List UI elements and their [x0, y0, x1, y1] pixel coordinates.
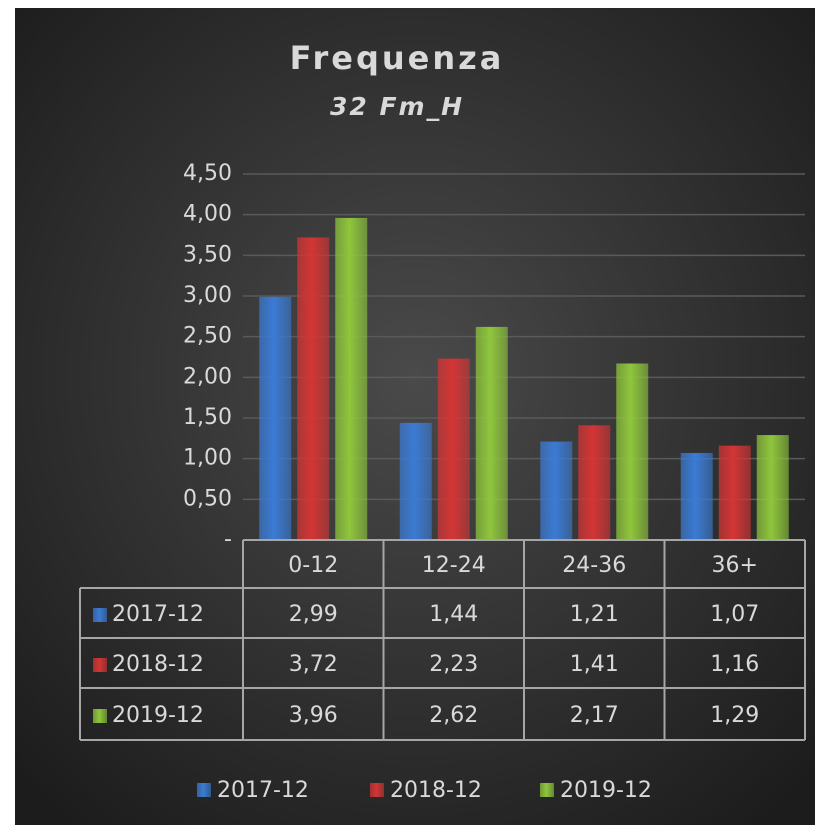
- bar: [616, 363, 649, 540]
- table-legend-key: [93, 608, 107, 622]
- table-cell: 2,17: [570, 703, 619, 728]
- table-cell: 2,62: [429, 703, 478, 728]
- table-cell: 2,23: [429, 652, 478, 677]
- table-cell: 1,41: [570, 652, 619, 677]
- table-cell: 1,44: [429, 602, 478, 627]
- table-header: 12-24: [422, 553, 486, 578]
- y-tick-label: 0,50: [183, 486, 232, 511]
- table-cell: 1,16: [710, 652, 759, 677]
- y-tick-label: 4,50: [183, 161, 232, 186]
- bar: [680, 452, 713, 540]
- y-tick-label: 3,00: [183, 283, 232, 308]
- table-cell: 1,21: [570, 602, 619, 627]
- table-cell: 1,07: [710, 602, 759, 627]
- legend-label: 2019-12: [560, 778, 652, 803]
- bar: [475, 326, 508, 540]
- y-tick-label: 1,50: [183, 405, 232, 430]
- table-row-label: 2017-12: [112, 602, 204, 627]
- bar: [718, 445, 751, 540]
- table-cell: 3,96: [289, 703, 338, 728]
- y-tick-label: -: [224, 527, 232, 552]
- legend-key: [370, 783, 384, 797]
- bar: [297, 237, 330, 540]
- legend-key: [197, 783, 211, 797]
- bar: [756, 435, 789, 540]
- bar: [399, 422, 432, 540]
- bar: [437, 358, 470, 540]
- y-tick-label: 4,00: [183, 202, 232, 227]
- chart-subtitle: 32 Fm_H: [330, 92, 464, 121]
- table-legend-key: [93, 658, 107, 672]
- bar: [335, 217, 368, 541]
- bar: [578, 425, 611, 540]
- table-row-label: 2019-12: [112, 703, 204, 728]
- table-legend-key: [93, 709, 107, 723]
- legend-label: 2018-12: [390, 778, 482, 803]
- y-tick-label: 1,00: [183, 446, 232, 471]
- table-header: 0-12: [288, 553, 338, 578]
- table-header: 36+: [712, 553, 758, 578]
- table-cell: 3,72: [289, 652, 338, 677]
- y-tick-label: 2,00: [183, 364, 232, 389]
- table-header: 24-36: [562, 553, 626, 578]
- y-tick-label: 2,50: [183, 324, 232, 349]
- legend-key: [540, 783, 554, 797]
- table-row-label: 2018-12: [112, 652, 204, 677]
- table-cell: 2,99: [289, 602, 338, 627]
- legend-label: 2017-12: [217, 778, 309, 803]
- bar: [540, 441, 573, 540]
- y-tick-label: 3,50: [183, 242, 232, 267]
- table-cell: 1,29: [710, 703, 759, 728]
- chart-title: Frequenza: [290, 39, 505, 77]
- bar: [259, 296, 292, 540]
